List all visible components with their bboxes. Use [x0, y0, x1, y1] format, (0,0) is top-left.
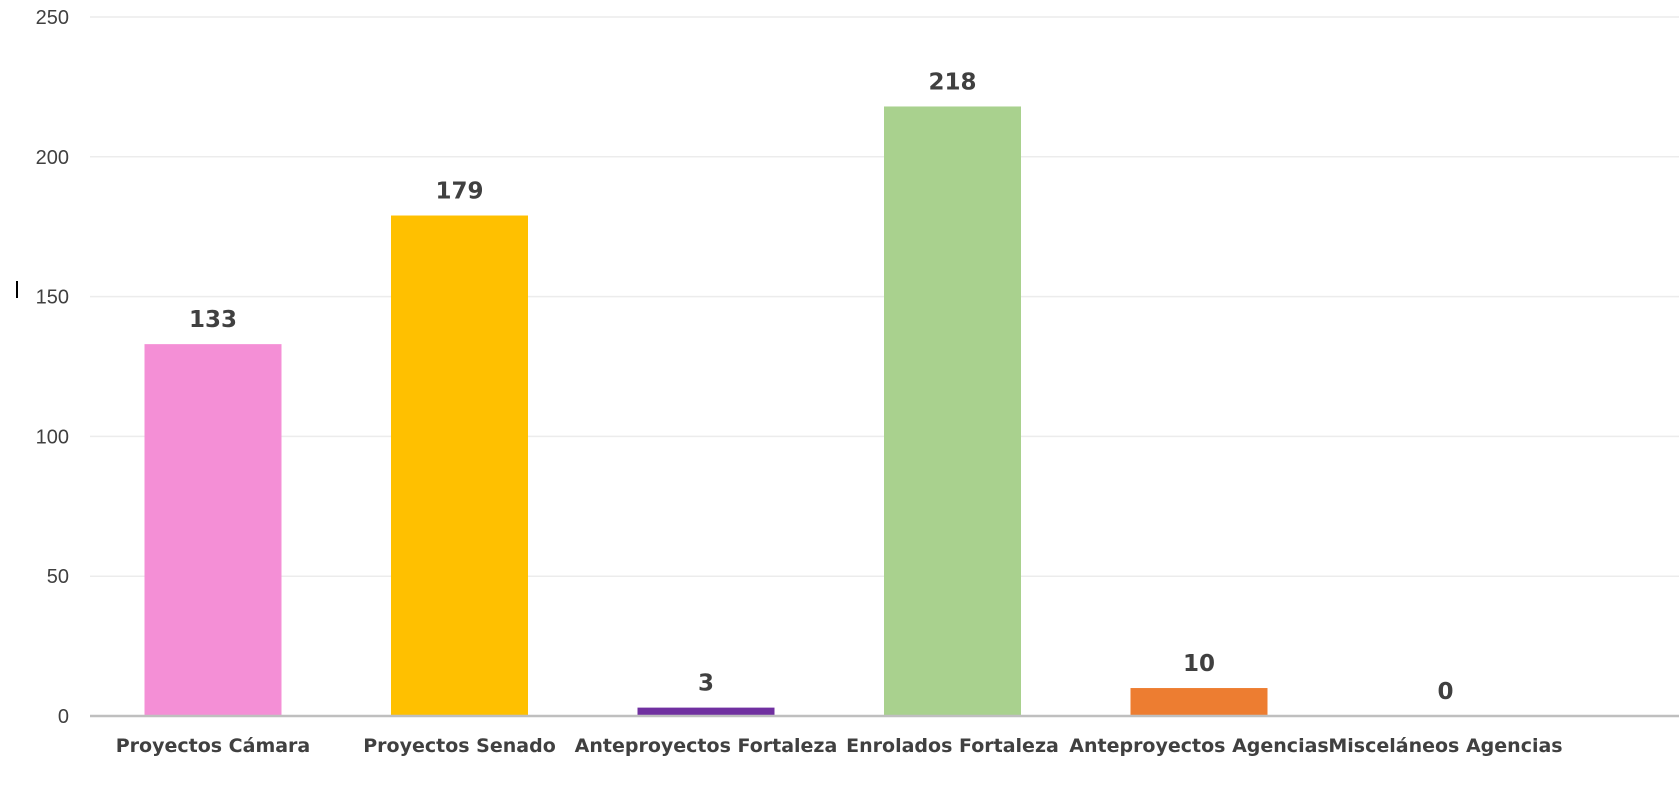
text-cursor-mark: [16, 281, 18, 298]
x-tick-label: Misceláneos Agencias: [1328, 735, 1562, 757]
data-label: 179: [435, 179, 483, 205]
data-label: 133: [189, 307, 237, 333]
bar: [884, 106, 1021, 717]
x-axis-category-labels: Proyectos Cámara Proyectos Senado Anteproy…: [116, 735, 1563, 757]
bar: [637, 707, 775, 716]
data-label: 0: [1437, 679, 1453, 705]
y-tick-label: 50: [47, 566, 69, 588]
y-axis-tick-labels: 0 50 100 150 200 250: [36, 7, 69, 728]
y-tick-label: 150: [36, 287, 69, 309]
y-tick-label: 0: [58, 706, 69, 728]
bars: [144, 106, 1268, 717]
x-tick-label: Enrolados Fortaleza: [846, 735, 1059, 757]
x-tick-label: Anteproyectos Fortaleza: [575, 735, 838, 757]
bar: [144, 344, 282, 716]
data-label: 3: [698, 671, 714, 697]
bar: [1130, 688, 1268, 716]
data-label: 218: [928, 69, 976, 95]
data-label: 10: [1183, 651, 1215, 677]
x-tick-label: Proyectos Cámara: [116, 735, 311, 757]
y-tick-label: 250: [36, 7, 69, 29]
x-tick-label: Proyectos Senado: [363, 735, 556, 757]
x-tick-label: Anteproyectos Agencias: [1069, 735, 1328, 757]
y-tick-label: 100: [36, 426, 69, 448]
y-tick-label: 200: [36, 147, 69, 169]
data-labels: 133 179 3 218 10 0: [189, 69, 1454, 705]
bar: [391, 215, 528, 717]
